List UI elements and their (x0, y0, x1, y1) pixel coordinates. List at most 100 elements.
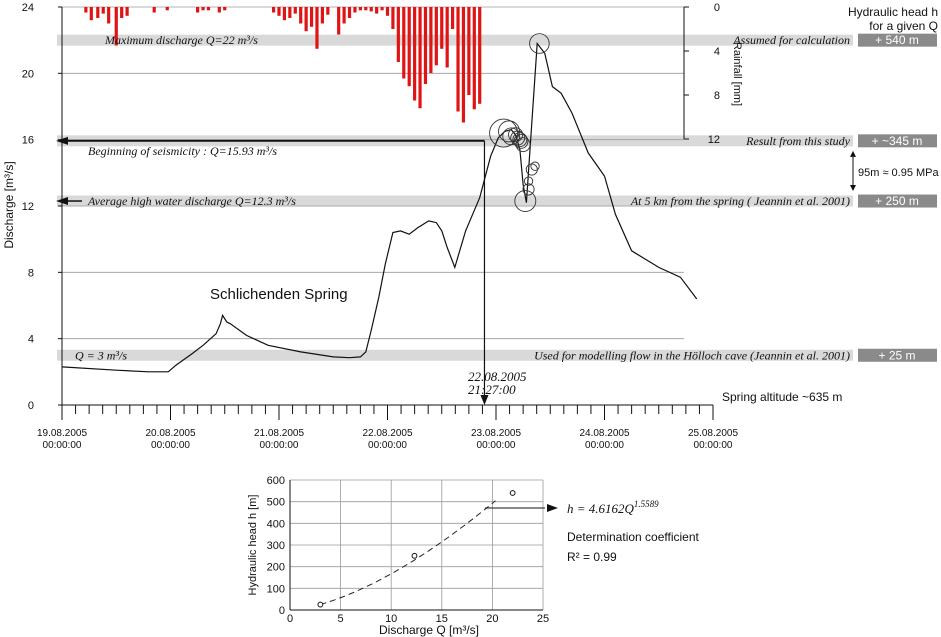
x-tick-time-6: 00:00:00 (694, 440, 733, 451)
pressure-span-top-arrowhead (850, 150, 856, 157)
inset-y-tick-200: 200 (267, 562, 285, 574)
rain-tick-label-8: 8 (714, 90, 720, 102)
seismic-event-11 (523, 176, 534, 186)
y-tick-label-20: 20 (22, 68, 34, 80)
rain-tick-label-4: 4 (714, 46, 720, 58)
rain-bar-7 (125, 7, 129, 16)
rain-bar-25 (326, 7, 330, 15)
inset-x-axis-label: Discharge Q [m³/s] (379, 623, 479, 637)
rain-bar-30 (358, 7, 362, 11)
inset-y-tick-300: 300 (267, 540, 285, 552)
band-left-label-3: Q = 3 m³/s (75, 348, 127, 362)
rain-bar-1 (89, 7, 93, 21)
inset-y-axis-label: Hydraulic head h [m] (247, 495, 259, 596)
head-box-1 (858, 134, 937, 148)
spring-series-label: Schlichenden Spring (210, 286, 348, 303)
x-tick-date-0: 19.08.2005 (37, 428, 87, 439)
rain-bar-19 (293, 7, 297, 14)
y-tick-label-4: 4 (28, 334, 34, 346)
rain-bar-3 (101, 7, 105, 14)
head-box-3 (858, 348, 937, 362)
head-title-line-2: for a given Q (869, 19, 938, 33)
y-tick-label-12: 12 (22, 201, 34, 213)
seismic-start-arrowhead (56, 136, 68, 145)
onset-date-label: 22.08.2005 (468, 369, 527, 384)
band-left-label-1: Beginning of seismicity : Q=15.93 m³/s (88, 144, 277, 158)
seismic-event-8 (522, 183, 535, 196)
band-right-label-2: At 5 km from the spring ( Jeannin et al.… (630, 194, 850, 208)
discharge-y-axis-label: Discharge [m³/s] (2, 161, 16, 248)
x-tick-date-2: 21.08.2005 (254, 428, 304, 439)
rain-bar-23 (315, 7, 319, 49)
high-water-arrowhead (56, 197, 68, 206)
head-value-0: + 540 m (875, 33, 919, 47)
discharge-series-line (61, 41, 698, 373)
band-left-label-2: Average high water discharge Q=12.3 m³/s (87, 194, 296, 208)
rain-bar-21 (304, 7, 308, 32)
rain-bar-46 (445, 7, 449, 68)
x-tick-date-3: 22.08.2005 (362, 428, 412, 439)
x-tick-date-1: 20.08.2005 (145, 428, 195, 439)
inset-y-tick-500: 500 (267, 497, 285, 509)
head-boxes: + 540 m + ~345 m + 250 m + 25 m (858, 33, 937, 362)
rain-bar-50 (467, 7, 471, 95)
band-right-label-1: Result from this study (745, 134, 851, 148)
rain-bar-52 (478, 7, 482, 104)
discharge-x-ticks: 19.08.200500:00:0020.08.200500:00:0021.0… (37, 405, 738, 451)
discharge-gridlines (62, 6, 684, 340)
rain-bar-51 (472, 7, 476, 110)
head-value-1: + ~345 m (872, 134, 923, 148)
inset-y-tick-100: 100 (267, 583, 285, 595)
head-title-line-1: Hydraulic head h (848, 5, 938, 19)
rain-bar-13 (217, 7, 221, 13)
seismic-event-10 (530, 161, 540, 171)
x-tick-time-5: 00:00:00 (585, 440, 624, 451)
inset-point-2 (509, 490, 516, 496)
inset-x-tick-25: 25 (537, 613, 549, 625)
band-right-label-0: Assumed for calculation (732, 33, 850, 47)
rain-bar-17 (282, 7, 287, 21)
band-arrows (56, 136, 856, 405)
rain-bar-12 (206, 7, 211, 11)
inset-x-tick-5: 5 (338, 613, 344, 625)
head-box-0 (858, 33, 937, 47)
band-right-label-3: Used for modelling flow in the Hölloch c… (534, 348, 850, 362)
band-0 (57, 34, 853, 46)
rain-bar-48 (456, 7, 460, 112)
rain-bar-49 (461, 7, 466, 123)
rain-bar-10 (196, 7, 200, 13)
inset-x-tick-20: 20 (486, 613, 498, 625)
determination-coefficient-value: R² = 0.99 (567, 550, 617, 564)
band-2 (57, 195, 853, 207)
rain-bar-36 (391, 7, 395, 29)
rain-bar-31 (364, 7, 368, 11)
discharge-y-ticks: 0 4 8 12 16 20 24 (22, 2, 62, 412)
inset-y-tick-600: 600 (267, 475, 285, 487)
rain-bar-47 (451, 7, 455, 29)
rainfall-axis-label: Rainfall [mm] (731, 42, 743, 106)
rain-bar-38 (402, 7, 406, 79)
rain-bar-44 (434, 7, 438, 66)
inset-gridlines (289, 479, 544, 611)
rain-bar-18 (288, 7, 292, 18)
x-tick-date-5: 24.08.2005 (579, 428, 629, 439)
seismic-event-12 (512, 132, 528, 148)
x-tick-time-2: 00:00:00 (260, 440, 299, 451)
rain-bar-43 (429, 7, 433, 73)
x-tick-date-6: 25.08.2005 (688, 428, 738, 439)
rain-bar-8 (152, 7, 156, 13)
inset-y-tick-0: 0 (279, 605, 285, 617)
pressure-span-bottom-arrowhead (850, 185, 856, 192)
rain-bar-33 (375, 7, 379, 14)
seismic-event-2 (502, 127, 521, 146)
x-tick-time-0: 00:00:00 (43, 440, 82, 451)
onset-time-label: 21:27:00 (468, 382, 516, 397)
seismic-event-5 (513, 133, 529, 149)
rain-bar-42 (423, 7, 428, 84)
rain-bar-37 (396, 7, 400, 62)
band-labels: Maximum discharge Q=22 m³/s Assumed for c… (75, 33, 851, 362)
rain-bar-15 (271, 7, 276, 13)
seismic-event-13 (529, 33, 550, 54)
head-vs-discharge-chart: 0 100 200 300 400 500 600 0 5 10 15 20 25 Discharge … (247, 475, 700, 637)
